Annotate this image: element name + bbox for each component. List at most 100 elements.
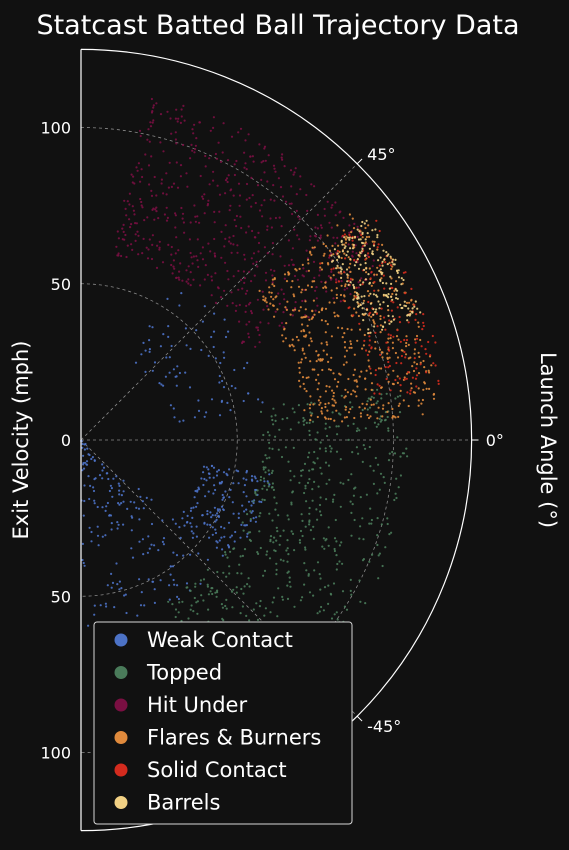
- data-point: [390, 257, 393, 260]
- data-point: [146, 551, 149, 554]
- data-point: [137, 162, 140, 165]
- data-point: [226, 159, 230, 162]
- data-point: [307, 573, 310, 576]
- data-point: [106, 501, 109, 505]
- data-point: [353, 258, 356, 262]
- data-point: [376, 246, 379, 249]
- data-point: [319, 588, 322, 591]
- data-point: [155, 266, 159, 269]
- data-point: [159, 345, 162, 348]
- data-point: [273, 199, 276, 202]
- data-point: [224, 604, 227, 608]
- data-point: [360, 277, 363, 280]
- data-point: [232, 234, 235, 238]
- data-point: [168, 161, 171, 164]
- data-point: [374, 310, 377, 313]
- data-point: [268, 473, 271, 476]
- data-point: [328, 426, 331, 429]
- data-point: [184, 327, 187, 330]
- data-point: [365, 493, 368, 496]
- data-point: [183, 231, 186, 234]
- data-point: [229, 550, 232, 553]
- data-point: [409, 310, 412, 313]
- data-point: [351, 451, 354, 454]
- data-point: [383, 287, 386, 290]
- data-point: [398, 411, 402, 414]
- data-point: [267, 308, 270, 311]
- data-point: [157, 549, 160, 552]
- data-point: [291, 247, 294, 250]
- data-point: [214, 301, 218, 304]
- data-point: [181, 600, 184, 603]
- data-point: [372, 320, 375, 324]
- data-point: [367, 252, 370, 255]
- data-point: [340, 280, 343, 283]
- data-point: [290, 286, 293, 289]
- data-point: [304, 308, 307, 311]
- data-point: [195, 137, 198, 140]
- data-point: [293, 549, 296, 552]
- data-point: [106, 584, 109, 587]
- data-point: [135, 222, 138, 225]
- data-point: [376, 492, 379, 495]
- data-point: [170, 185, 173, 188]
- data-point: [309, 360, 312, 363]
- data-point: [373, 421, 376, 424]
- data-point: [189, 608, 192, 611]
- data-point: [294, 308, 297, 311]
- data-point: [294, 268, 297, 271]
- data-point: [407, 371, 410, 374]
- data-point: [264, 297, 267, 300]
- data-point: [353, 487, 356, 490]
- legend-marker: [114, 731, 128, 744]
- data-point: [160, 383, 163, 386]
- data-point: [188, 386, 192, 389]
- data-point: [382, 249, 385, 252]
- data-point: [342, 482, 345, 485]
- data-point: [314, 226, 317, 229]
- data-point: [226, 180, 229, 184]
- data-point: [179, 164, 183, 167]
- data-point: [308, 523, 311, 526]
- data-point: [375, 425, 378, 428]
- data-point: [208, 157, 211, 160]
- data-point: [432, 393, 435, 396]
- data-point: [148, 325, 151, 328]
- data-point: [216, 591, 219, 594]
- data-point: [320, 319, 323, 322]
- data-point: [171, 272, 174, 275]
- data-point: [297, 339, 300, 342]
- data-point: [381, 356, 384, 359]
- data-point: [182, 554, 185, 557]
- data-point: [196, 600, 199, 603]
- data-point: [318, 274, 321, 277]
- data-point: [164, 375, 167, 378]
- data-point: [261, 215, 264, 218]
- data-point: [367, 273, 370, 276]
- data-point: [259, 546, 262, 550]
- angular-tick-label: -45°: [367, 717, 401, 736]
- data-point: [357, 297, 360, 300]
- data-point: [356, 258, 359, 261]
- data-point: [105, 505, 108, 508]
- data-point: [231, 302, 234, 305]
- data-point: [384, 366, 387, 369]
- angular-tick-label: 45°: [367, 145, 395, 164]
- data-point: [424, 348, 427, 351]
- data-point: [185, 280, 188, 283]
- data-point: [378, 307, 381, 310]
- data-point: [271, 304, 275, 307]
- data-point: [131, 248, 134, 251]
- data-point: [206, 523, 209, 526]
- data-point: [91, 456, 94, 459]
- data-point: [311, 246, 314, 249]
- data-point: [325, 434, 329, 438]
- data-point: [323, 252, 326, 255]
- data-point: [176, 365, 179, 368]
- data-point: [336, 562, 339, 566]
- data-point: [313, 246, 316, 249]
- data-point: [166, 297, 169, 300]
- data-point: [249, 301, 252, 304]
- data-point: [281, 595, 284, 599]
- data-point: [137, 234, 140, 237]
